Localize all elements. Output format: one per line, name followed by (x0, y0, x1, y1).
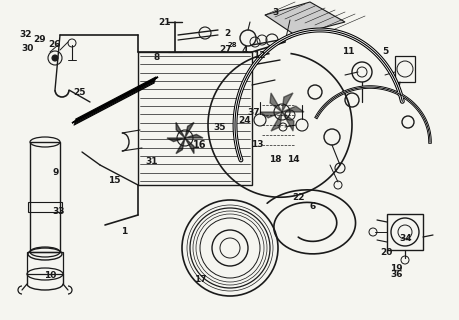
Text: 16: 16 (193, 140, 207, 150)
Text: 26: 26 (48, 40, 61, 49)
Text: 2: 2 (224, 29, 230, 38)
Text: 28: 28 (227, 42, 236, 48)
Polygon shape (167, 138, 185, 141)
Text: 15: 15 (107, 176, 120, 185)
Polygon shape (185, 123, 194, 138)
Text: 10: 10 (45, 271, 56, 280)
Polygon shape (185, 138, 194, 154)
Bar (27, 252, 63, 274)
Polygon shape (185, 134, 202, 138)
Text: 1: 1 (121, 228, 127, 236)
Polygon shape (176, 138, 185, 154)
Bar (386, 214, 422, 250)
Text: 19: 19 (389, 264, 402, 273)
Text: 17: 17 (193, 275, 206, 284)
Polygon shape (259, 112, 281, 118)
Polygon shape (281, 93, 292, 112)
Text: 8: 8 (153, 53, 159, 62)
Polygon shape (264, 2, 344, 35)
Circle shape (52, 55, 58, 61)
Text: 34: 34 (398, 234, 411, 243)
Text: 9: 9 (52, 168, 58, 177)
Bar (28, 202, 62, 212)
Polygon shape (281, 112, 293, 131)
Text: 31: 31 (145, 157, 158, 166)
Text: 13: 13 (251, 140, 263, 149)
Text: 30: 30 (22, 44, 34, 53)
Text: 20: 20 (380, 248, 392, 257)
Polygon shape (270, 112, 281, 131)
Polygon shape (176, 123, 185, 138)
Text: 18: 18 (268, 155, 281, 164)
Text: 14: 14 (286, 155, 299, 164)
Text: 12: 12 (252, 51, 265, 60)
Text: 33: 33 (52, 207, 65, 216)
Text: 36: 36 (389, 270, 402, 279)
Text: 22: 22 (291, 193, 304, 202)
Bar (30, 142, 60, 252)
Text: 25: 25 (73, 88, 85, 97)
Text: 24: 24 (238, 116, 251, 125)
Polygon shape (281, 106, 303, 112)
Text: 32: 32 (19, 30, 32, 39)
Text: 11: 11 (341, 47, 354, 56)
Text: 27: 27 (218, 45, 231, 54)
Text: 37: 37 (247, 108, 260, 117)
Text: 29: 29 (33, 35, 45, 44)
Bar (394, 56, 414, 82)
Text: 3: 3 (272, 8, 279, 17)
Polygon shape (72, 77, 157, 123)
Text: 35: 35 (213, 124, 226, 132)
Text: 6: 6 (309, 202, 315, 211)
Text: 21: 21 (158, 18, 171, 27)
Bar (138, 52, 252, 185)
Text: 5: 5 (381, 47, 388, 56)
Polygon shape (269, 93, 281, 112)
Text: 4: 4 (241, 46, 248, 55)
